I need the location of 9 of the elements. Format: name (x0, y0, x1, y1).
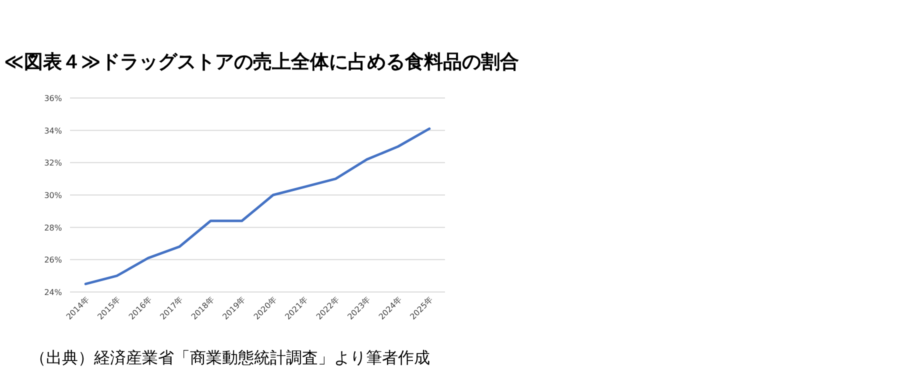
y-tick-label: 30% (44, 191, 62, 200)
y-tick-label: 32% (44, 158, 62, 168)
annotation: （出典）経済産業省「商業動態統計調査」より筆者作成 (30, 348, 430, 367)
y-tick-label: 34% (44, 126, 62, 136)
y-tick-label: 36% (44, 94, 62, 103)
y-tick-label: 26% (44, 256, 62, 265)
y-tick-label: 24% (44, 288, 62, 297)
y-tick-label: 28% (44, 223, 62, 232)
title: ≪図表４≫ドラッグストアの売上全体に占める食料品の割合 (4, 51, 519, 73)
